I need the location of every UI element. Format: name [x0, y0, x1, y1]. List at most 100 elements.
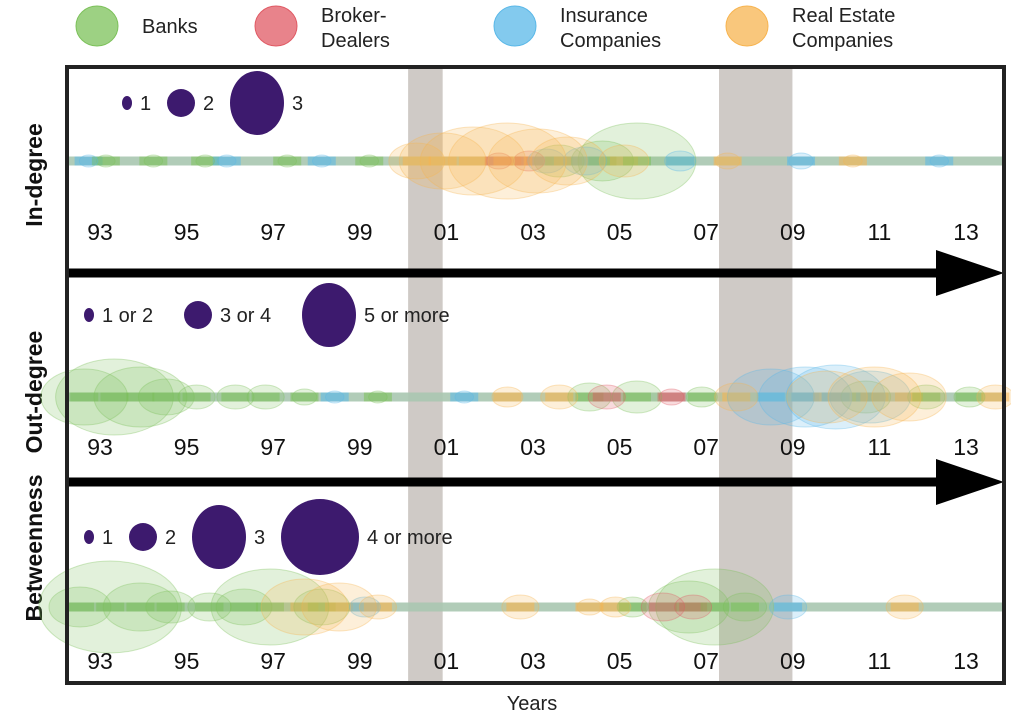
track-segment: [722, 392, 751, 402]
legend-label: Banks: [142, 16, 198, 38]
track-segment: [325, 602, 354, 612]
size-key-label: 1 or 2: [102, 305, 153, 327]
panel-label: Out-degree: [21, 331, 47, 454]
legend-item-banks: Banks: [75, 5, 198, 47]
bubble-point: [655, 568, 775, 646]
x-axis-title: Years: [507, 693, 557, 715]
track-segment: [428, 156, 457, 166]
bubble-point: [216, 384, 255, 410]
track-segment: [588, 156, 617, 166]
bubble-point: [769, 594, 808, 620]
panel-in-degree: In-degree 93 95 97 99 01 03 05 07 09 11 13 1 2 3: [21, 71, 1002, 245]
bubble-point: [758, 366, 853, 428]
track-segment: [955, 392, 984, 402]
bubbles: [40, 358, 1011, 436]
bubble-point: [291, 388, 318, 406]
panel-label: Betweenness: [21, 474, 47, 621]
legend-label: Broker-: [321, 5, 387, 27]
track-segments: [70, 392, 1010, 402]
track-segment: [191, 156, 220, 166]
bubble-point: [137, 378, 195, 416]
track-segment: [687, 392, 716, 402]
legend: Banks Broker-DealersInsuranceCompaniesRea…: [75, 5, 895, 52]
bubble-point: [685, 386, 718, 408]
x-tick-label: 05: [607, 648, 633, 674]
bubble-point: [570, 140, 634, 182]
track-segment: [307, 156, 336, 166]
series-broker-dealers: [485, 150, 546, 172]
bubble-point: [714, 382, 759, 412]
timeline-arrow-head: [936, 459, 1004, 505]
track-segment: [618, 602, 647, 612]
x-tick-label: 11: [867, 648, 891, 674]
legend-label: Insurance: [560, 5, 648, 27]
bubble-point: [419, 126, 527, 196]
bubble-point: [145, 590, 196, 624]
track-segments: [74, 156, 954, 166]
bubble-point: [491, 386, 524, 408]
track-segment: [212, 156, 241, 166]
bubble-point: [533, 144, 585, 178]
x-tick-label: 93: [87, 219, 113, 245]
bubble-point: [540, 384, 579, 410]
size-key-marker: [302, 283, 356, 347]
track-segment: [756, 392, 785, 402]
size-key-marker: [84, 530, 94, 544]
track-segment: [126, 392, 155, 402]
size-key-label: 4 or more: [367, 527, 453, 549]
series-broker-dealers: [587, 384, 685, 410]
track-segment: [126, 602, 155, 612]
x-tick-label: 01: [434, 648, 460, 674]
bubble-point: [102, 582, 179, 632]
size-key-label: 3: [292, 93, 303, 115]
track-segment: [156, 602, 185, 612]
track-segment: [622, 392, 651, 402]
track-segment: [221, 392, 250, 402]
x-tick-label: 97: [260, 219, 286, 245]
bubble-point: [513, 150, 546, 172]
track-segment: [74, 156, 103, 166]
bubble-point: [598, 144, 650, 178]
legend-swatch: [254, 5, 298, 47]
bubble-point: [246, 384, 285, 410]
track-segment: [821, 392, 850, 402]
bubble-point: [348, 596, 381, 618]
bubble-point: [674, 594, 713, 620]
legend-label: Dealers: [321, 30, 390, 52]
x-tick-label: 99: [347, 648, 373, 674]
size-key-marker: [167, 89, 195, 117]
bubble-point: [398, 132, 487, 190]
track-segment: [592, 392, 621, 402]
size-key-label: 3: [254, 527, 265, 549]
bubble-point: [788, 152, 814, 170]
x-tick-label: 95: [174, 434, 200, 460]
size-key-marker: [184, 301, 212, 329]
bubble-point: [871, 372, 947, 422]
track-segment: [139, 156, 168, 166]
bubble-point: [785, 364, 886, 430]
x-tick-label: 99: [347, 434, 373, 460]
bubble-point: [210, 568, 330, 646]
track-segment: [575, 392, 604, 402]
bubble-point: [324, 390, 345, 404]
track-segment: [666, 156, 695, 166]
bubble-point: [567, 382, 612, 412]
bubbles: [78, 122, 950, 200]
plot-frame: [65, 65, 1006, 685]
panel-label: In-degree: [21, 123, 47, 227]
x-tick-label: 93: [87, 434, 113, 460]
size-key-marker: [122, 96, 132, 110]
bubble-point: [907, 384, 946, 410]
bubble-point: [587, 384, 626, 410]
bubble-point: [143, 154, 164, 168]
track-segment: [601, 602, 630, 612]
legend-swatch: [75, 5, 119, 47]
bubble-point: [448, 122, 567, 200]
bubble-point: [454, 390, 475, 404]
bubble-point: [187, 592, 232, 622]
track-segment: [545, 392, 574, 402]
x-tick-label: 09: [780, 434, 806, 460]
size-key: 1 2 3 4 or more: [84, 499, 453, 575]
shaded-period: [719, 69, 793, 681]
track-segment: [290, 392, 319, 402]
